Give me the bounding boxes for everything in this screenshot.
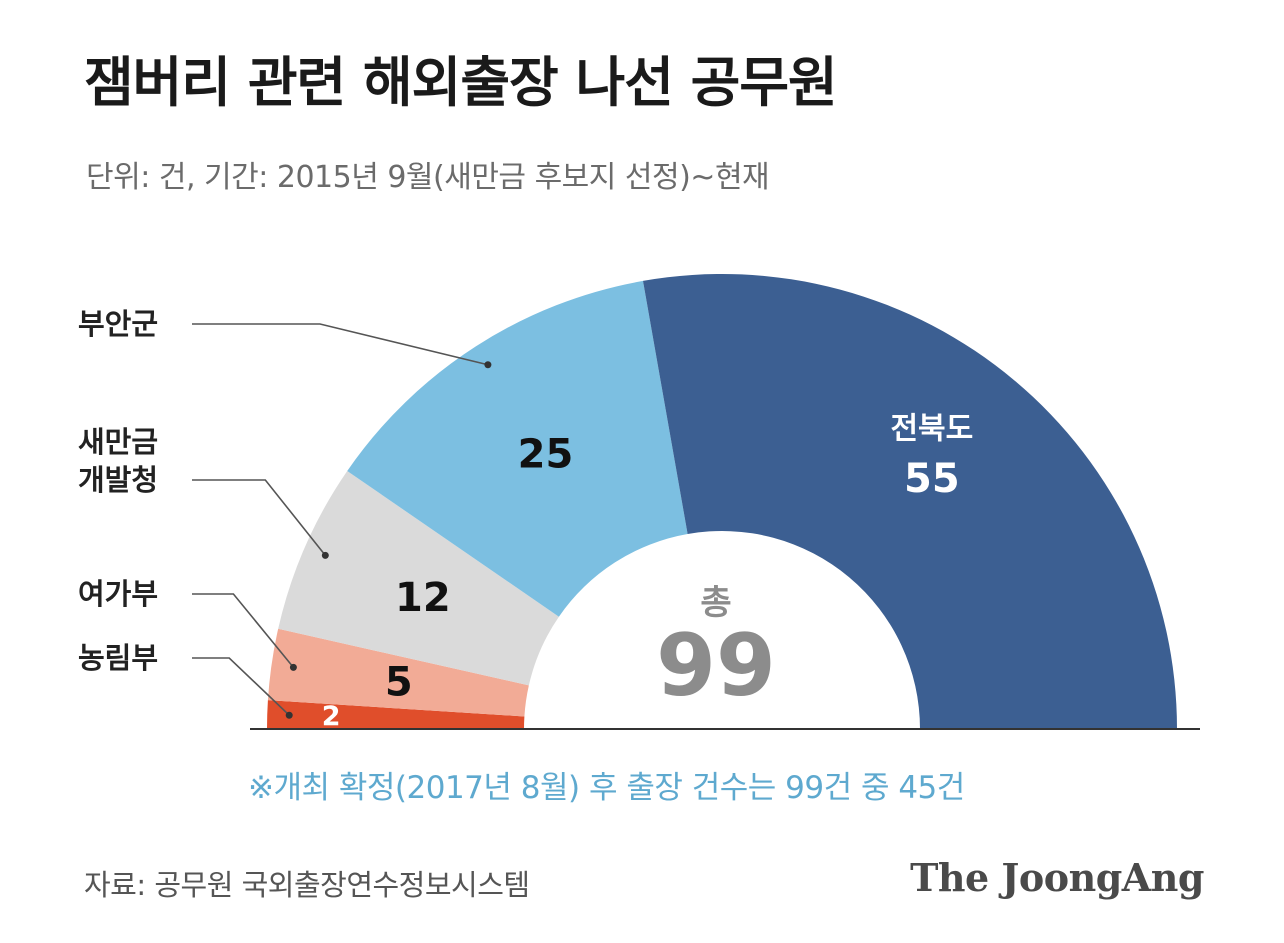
slice-2 (278, 470, 559, 686)
chart-subtitle: 단위: 건, 기간: 2015년 9월(새만금 후보지 선정)~현재 (86, 160, 770, 195)
callout-dot-0 (285, 711, 293, 719)
slice-value-1: 5 (385, 660, 413, 706)
callout-line-0 (192, 657, 290, 716)
center-total-value: 99 (656, 616, 776, 716)
publisher-logo: The JoongAng (910, 855, 1204, 900)
slice-value-3: 25 (518, 431, 574, 477)
callout-dot-2 (321, 551, 329, 559)
slice-4 (642, 274, 1177, 729)
chart-title: 잼버리 관련 해외출장 나선 공무원 (84, 51, 838, 114)
callout-dot-3 (484, 361, 492, 369)
slice-value-0: 2 (322, 701, 341, 732)
slice-0 (267, 700, 525, 729)
slice-label-4: 전북도 (890, 411, 973, 446)
slice-label-2: 새만금 (78, 425, 158, 459)
callout-dot-1 (289, 663, 297, 671)
callout-line-3 (192, 323, 489, 366)
slice-label-0: 농림부 (78, 641, 158, 675)
chart-slices (267, 274, 1177, 729)
slice-label-2-line1: 개발청 (78, 463, 158, 497)
callout-line-2 (192, 479, 326, 556)
slice-label-1: 여가부 (78, 577, 158, 611)
slice-3 (347, 280, 688, 617)
callout-line-1 (192, 593, 295, 668)
chart-center: 총 99 (656, 583, 776, 716)
center-total-label: 총 (700, 583, 731, 623)
slice-value-2: 12 (395, 575, 451, 621)
chart-annotation: ※개최 확정(2017년 8월) 후 출장 건수는 99건 중 45건 (248, 770, 965, 806)
slice-1 (267, 628, 529, 717)
source-credit: 자료: 공무원 국외출장연수정보시스템 (84, 868, 530, 902)
slice-label-3: 부안군 (78, 307, 158, 341)
slice-value-4: 55 (904, 456, 960, 502)
